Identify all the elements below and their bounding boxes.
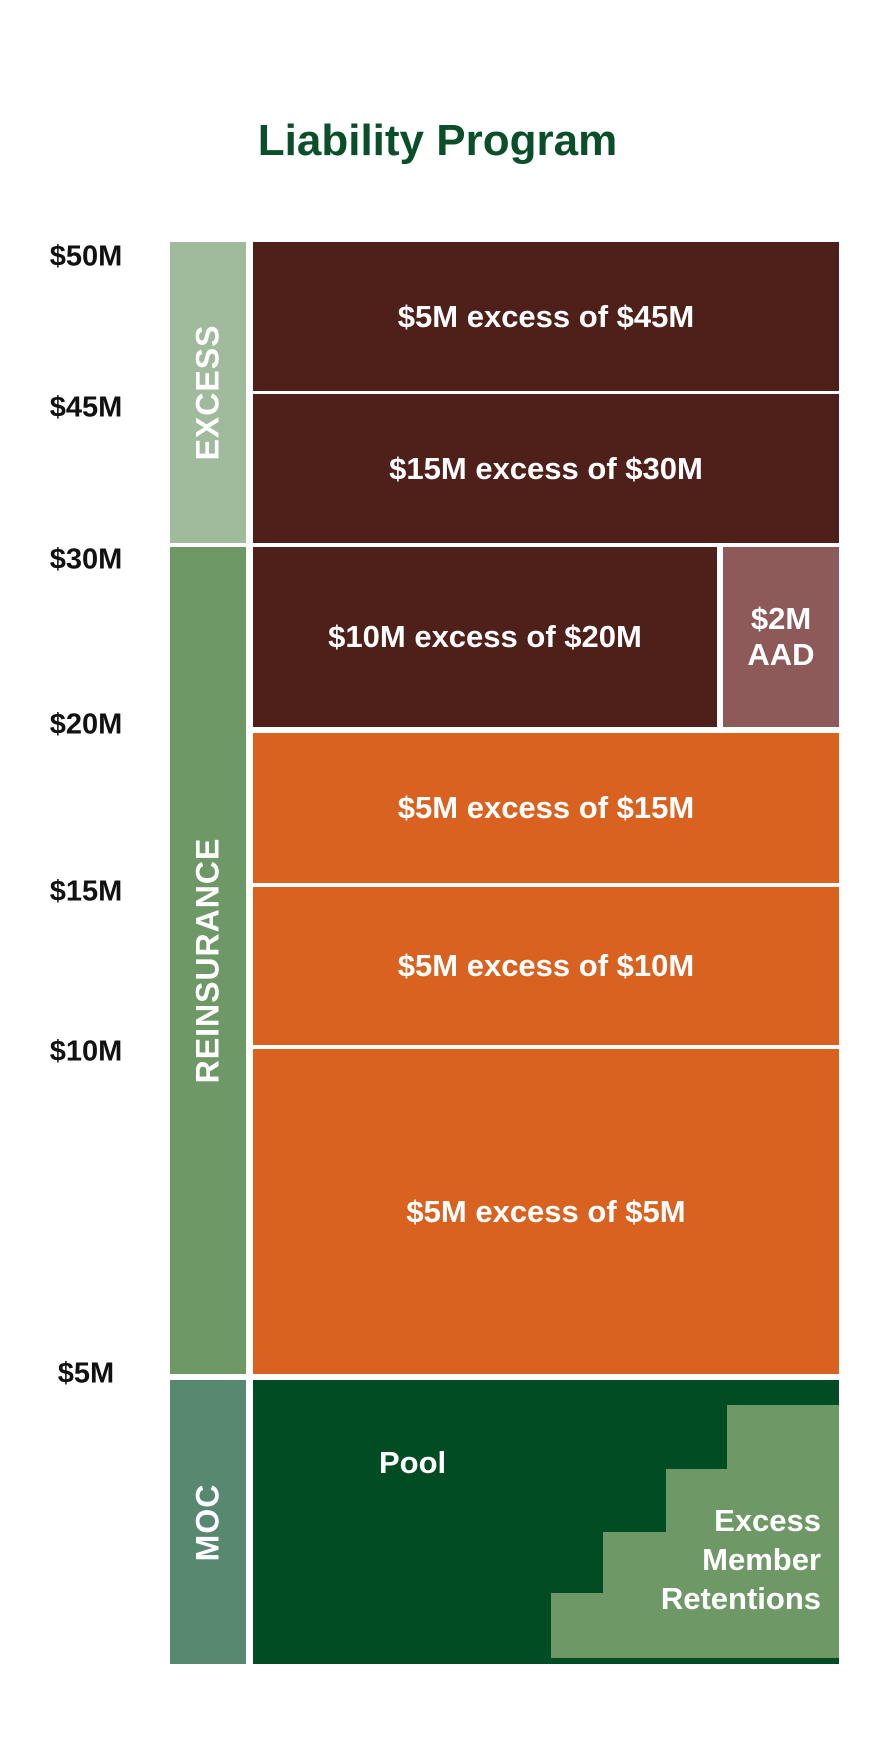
pool-block: Pool Excess Member Retentions [253, 1380, 839, 1664]
layer-5m-xs-15m: $5M excess of $15M [253, 733, 839, 883]
layer-5m-xs-10m: $5M excess of $10M [253, 887, 839, 1045]
tick-15m: $15M [49, 875, 123, 908]
member-retentions-label: Excess Member Retentions [661, 1502, 821, 1618]
section-excess-label: EXCESS [189, 324, 226, 461]
retentions-line: Retentions [660, 1580, 821, 1616]
retentions-line: Member [702, 1541, 821, 1577]
tick-20m: $20M [49, 708, 123, 741]
retention-step [551, 1593, 839, 1658]
aad-amount: $2M [750, 601, 812, 637]
layer-label: $5M excess of $15M [397, 790, 695, 826]
retentions-line: Excess [714, 1503, 821, 1538]
page-title: Liability Program [257, 116, 618, 165]
tick-50m: $50M [49, 240, 123, 273]
tick-45m: $45M [49, 391, 123, 424]
layer-label: $10M excess of $20M [328, 619, 642, 655]
layer-15m-xs-30m: $15M excess of $30M [253, 394, 839, 543]
tick-10m: $10M [49, 1035, 123, 1068]
layer-5m-xs-45m: $5M excess of $45M [253, 242, 839, 391]
section-reinsurance: REINSURANCE [170, 547, 246, 1374]
section-moc-label: MOC [189, 1483, 226, 1561]
section-excess: EXCESS [170, 242, 246, 543]
layer-label: $5M excess of $10M [397, 948, 695, 984]
layer-label: $15M excess of $30M [389, 450, 703, 486]
layer-aad: $2M AAD [723, 547, 839, 727]
layer-5m-xs-5m: $5M excess of $5M [253, 1049, 839, 1374]
pool-label: Pool [379, 1445, 447, 1480]
tick-30m: $30M [49, 543, 123, 576]
tick-5m: $5M [57, 1357, 115, 1390]
layer-10m-xs-20m: $10M excess of $20M [253, 547, 717, 727]
layer-label: $5M excess of $45M [397, 298, 695, 334]
layer-label: $5M excess of $5M [406, 1193, 686, 1229]
section-reinsurance-label: REINSURANCE [189, 837, 226, 1084]
aad-label: AAD [747, 637, 815, 672]
section-moc: MOC [170, 1380, 246, 1664]
